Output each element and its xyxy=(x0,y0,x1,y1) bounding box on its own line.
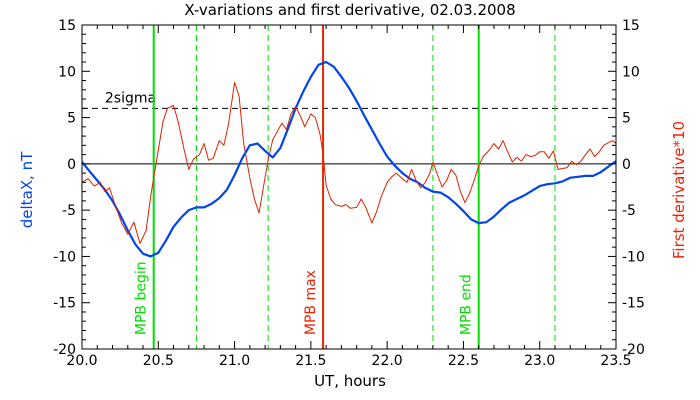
x-tick-label: 21.0 xyxy=(219,353,250,369)
threshold-label: 2sigma xyxy=(105,90,156,106)
left-y-axis-label: deltaX, nT xyxy=(18,151,36,228)
y-tick-label-left: -5 xyxy=(62,203,76,219)
y-tick-label-left: 0 xyxy=(67,157,76,173)
chart-title: X-variations and first derivative, 02.03… xyxy=(184,1,515,19)
series-line-0 xyxy=(81,60,617,258)
y-tick-label-right: -10 xyxy=(622,249,645,265)
plot-frame xyxy=(81,24,617,350)
y-tick-label-left: 5 xyxy=(67,111,76,127)
y-tick-label-right: -5 xyxy=(622,203,636,219)
plot-area: 2sigma MPB begin MPB max MPB end 20.0 20.5 21.… xyxy=(53,18,645,369)
y-tick-label-right: -20 xyxy=(622,342,645,358)
y-tick-label-right: 5 xyxy=(622,111,631,127)
event-label-5: MPB end xyxy=(459,274,475,335)
x-tick-label: 23.0 xyxy=(524,353,555,369)
y-tick-label-left: -10 xyxy=(53,249,76,265)
event-label-0: MPB begin xyxy=(134,261,150,335)
x-tick-label: 21.5 xyxy=(295,353,326,369)
series-line-1 xyxy=(81,81,617,244)
x-tick-label: 20.0 xyxy=(66,353,97,369)
x-tick-label: 22.0 xyxy=(372,353,403,369)
y-tick-label-right: 15 xyxy=(622,18,640,34)
y-tick-label-left: 10 xyxy=(58,64,76,80)
x-axis-label: UT, hours xyxy=(314,372,386,390)
y-tick-label-left: -15 xyxy=(53,296,76,312)
x-tick-label: 23.5 xyxy=(600,353,631,369)
right-y-axis-label: First derivative*10 xyxy=(670,121,688,259)
y-tick-label-left: -20 xyxy=(53,342,76,358)
y-tick-label-right: -15 xyxy=(622,296,645,312)
y-tick-label-left: 15 xyxy=(58,18,76,34)
y-tick-label-right: 10 xyxy=(622,64,640,80)
y-tick-label-right: 0 xyxy=(622,157,631,173)
x-tick-label: 20.5 xyxy=(143,353,174,369)
event-label-3: MPB max xyxy=(303,270,319,335)
x-tick-label: 22.5 xyxy=(448,353,479,369)
